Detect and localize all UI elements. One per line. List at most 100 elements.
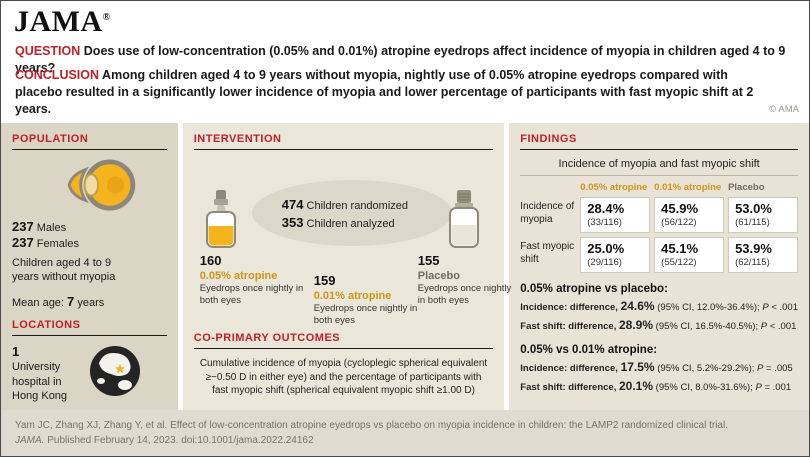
atropine-bottle-icon	[204, 190, 238, 253]
findings-heading: FINDINGS	[520, 133, 798, 150]
intervention-diagram: 474 Children randomized 353 Children ana…	[194, 158, 511, 330]
analyzed-count: 353	[281, 214, 304, 230]
location-count: 1	[12, 343, 20, 359]
comparison-prefix: Fast shift: difference,	[520, 382, 617, 394]
males-label: Males	[36, 222, 67, 234]
p-value: = .001	[764, 382, 792, 394]
outcomes-text: Cumulative incidence of myopia (cyclople…	[199, 358, 488, 396]
comparison-ci: (95% CI, 12.0%-36.4%);	[657, 302, 760, 313]
cell-fraction: (33/116)	[587, 217, 622, 228]
comparison-title: 0.05% atropine vs placebo:	[520, 283, 668, 295]
findings-table: 0.05% atropine 0.01% atropine Placebo In…	[520, 182, 798, 273]
randomized-ellipse: 474 Children randomized 353 Children ana…	[251, 180, 452, 246]
conclusion-line: CONCLUSION Among children aged 4 to 9 ye…	[15, 67, 763, 118]
comparison-prefix: Fast shift: difference,	[520, 320, 617, 332]
comparison-line: Incidence: difference, 24.6% (95% CI, 12…	[520, 297, 798, 316]
globe-icon	[88, 344, 142, 403]
females-count-line: 237 Females	[12, 235, 167, 250]
comparison-value: 28.9%	[618, 317, 654, 332]
cell-value: 53.9%	[735, 241, 772, 256]
randomized-line: 474 Children randomized	[282, 197, 452, 212]
placebo-bottle-icon	[447, 190, 481, 253]
row-label-fast-shift: Fast myopic shift	[520, 241, 575, 265]
cell-value: 45.1%	[661, 241, 699, 256]
females-label: Females	[36, 238, 79, 250]
table-cell: 25.0% (29/116)	[580, 237, 651, 273]
comparison-ci: (95% CI, 16.5%-40.5%);	[655, 320, 759, 332]
group-atropine-005: 160 0.05% atropine Eyedrops once nightly…	[200, 252, 306, 307]
group-placebo-n: 155	[417, 253, 440, 268]
findings-table-title: Incidence of myopia and fast myopic shif…	[520, 158, 798, 176]
p-symbol: P	[760, 320, 768, 332]
cell-fraction: (56/122)	[661, 217, 697, 228]
citation-footer: Yam JC, Zhang XJ, Zhang Y, et al. Effect…	[1, 410, 809, 456]
males-count-line: 237 Males	[12, 219, 167, 234]
analyzed-line: 353 Children analyzed	[282, 215, 452, 230]
location-description: 1 University hospital in Hong Kong	[12, 344, 82, 404]
analyzed-label: Children analyzed	[306, 217, 395, 230]
location-text: University hospital in Hong Kong	[12, 361, 68, 403]
intervention-heading: INTERVENTION	[193, 133, 494, 150]
outcomes-heading: CO-PRIMARY OUTCOMES	[193, 332, 494, 349]
journal-name: JAMA.	[15, 435, 45, 446]
comparison-line: Incidence: difference, 17.5% (95% CI, 5.…	[520, 358, 798, 377]
question-line: QUESTION Does use of low-concentration (…	[15, 43, 795, 77]
comparison-value: 24.6%	[620, 299, 655, 313]
comparison-vs-001: 0.05% vs 0.01% atropine: Incidence: diff…	[520, 344, 798, 395]
publication-info: Published February 14, 2023. doi:10.1001…	[47, 435, 314, 446]
jama-logo: JAMA®	[14, 5, 111, 39]
comparison-vs-placebo: 0.05% atropine vs placebo: Incidence: di…	[520, 283, 798, 334]
population-heading: POPULATION	[12, 133, 167, 150]
citation-line1: Yam JC, Zhang XJ, Zhang Y, et al. Effect…	[15, 420, 728, 431]
comparison-ci: (95% CI, 8.0%-31.6%);	[655, 382, 753, 394]
comparison-title: 0.05% vs 0.01% atropine:	[520, 344, 658, 357]
cell-fraction: (55/122)	[661, 257, 697, 268]
group-005-description: Eyedrops once nightly in both eyes	[199, 283, 304, 306]
citation-line2: JAMA. Published February 14, 2023. doi:1…	[15, 433, 795, 448]
conclusion-text: Among children aged 4 to 9 years without…	[15, 68, 754, 116]
column-header-005: 0.05% atropine	[580, 182, 648, 193]
p-symbol: P	[755, 382, 762, 394]
group-005-name: 0.05% atropine	[199, 270, 278, 282]
cell-value: 53.0%	[735, 201, 772, 216]
locations-heading: LOCATIONS	[12, 319, 167, 336]
group-atropine-001: 159 0.01% atropine Eyedrops once nightly…	[314, 272, 430, 327]
intervention-panel: INTERVENTION 474 Children randomized 353…	[182, 123, 511, 410]
group-001-name: 0.01% atropine	[313, 290, 392, 302]
column-header-placebo: Placebo	[728, 182, 765, 193]
comparison-line: Fast shift: difference, 28.9% (95% CI, 1…	[520, 316, 798, 335]
table-cell: 53.0% (61/115)	[728, 197, 798, 233]
mean-age-unit: years	[77, 296, 105, 309]
group-001-description: Eyedrops once nightly in both eyes	[313, 303, 418, 326]
eye-icon	[34, 158, 167, 217]
group-001-n: 159	[313, 273, 336, 288]
column-header-001: 0.01% atropine	[654, 182, 722, 193]
comparison-value: 17.5%	[620, 360, 655, 375]
main-panels: POPULATION 237 Males 237 Females Childre…	[1, 123, 809, 410]
comparison-line: Fast shift: difference, 20.1% (95% CI, 8…	[520, 377, 798, 396]
randomized-count: 474	[281, 196, 304, 212]
group-placebo: 155 Placebo Eyedrops once nightly in bot…	[418, 252, 512, 307]
table-cell: 45.9% (56/122)	[654, 197, 725, 233]
group-005-n: 160	[199, 253, 222, 268]
population-panel: POPULATION 237 Males 237 Females Childre…	[1, 123, 178, 410]
header: JAMA® QUESTION Does use of low-concentra…	[1, 1, 809, 121]
p-value: < .001	[771, 302, 798, 313]
randomized-label: Children randomized	[306, 199, 409, 212]
p-value: < .001	[769, 320, 797, 332]
comparison-value: 20.1%	[618, 379, 654, 394]
findings-panel: FINDINGS Incidence of myopia and fast my…	[509, 123, 809, 410]
conclusion-label: CONCLUSION	[15, 68, 100, 82]
locations-row: 1 University hospital in Hong Kong	[12, 344, 167, 404]
group-placebo-description: Eyedrops once nightly in both eyes	[417, 283, 512, 306]
cell-value: 25.0%	[587, 241, 625, 256]
cell-value: 28.4%	[587, 201, 625, 216]
cell-fraction: (29/116)	[587, 257, 622, 268]
cell-fraction: (62/115)	[735, 257, 770, 268]
question-label: QUESTION	[15, 44, 81, 58]
p-symbol: P	[757, 363, 764, 375]
question-text: Does use of low-concentration (0.05% and…	[15, 44, 786, 75]
mean-age-label: Mean age:	[12, 296, 64, 309]
comparison-ci: (95% CI, 5.2%-29.2%);	[657, 363, 755, 375]
